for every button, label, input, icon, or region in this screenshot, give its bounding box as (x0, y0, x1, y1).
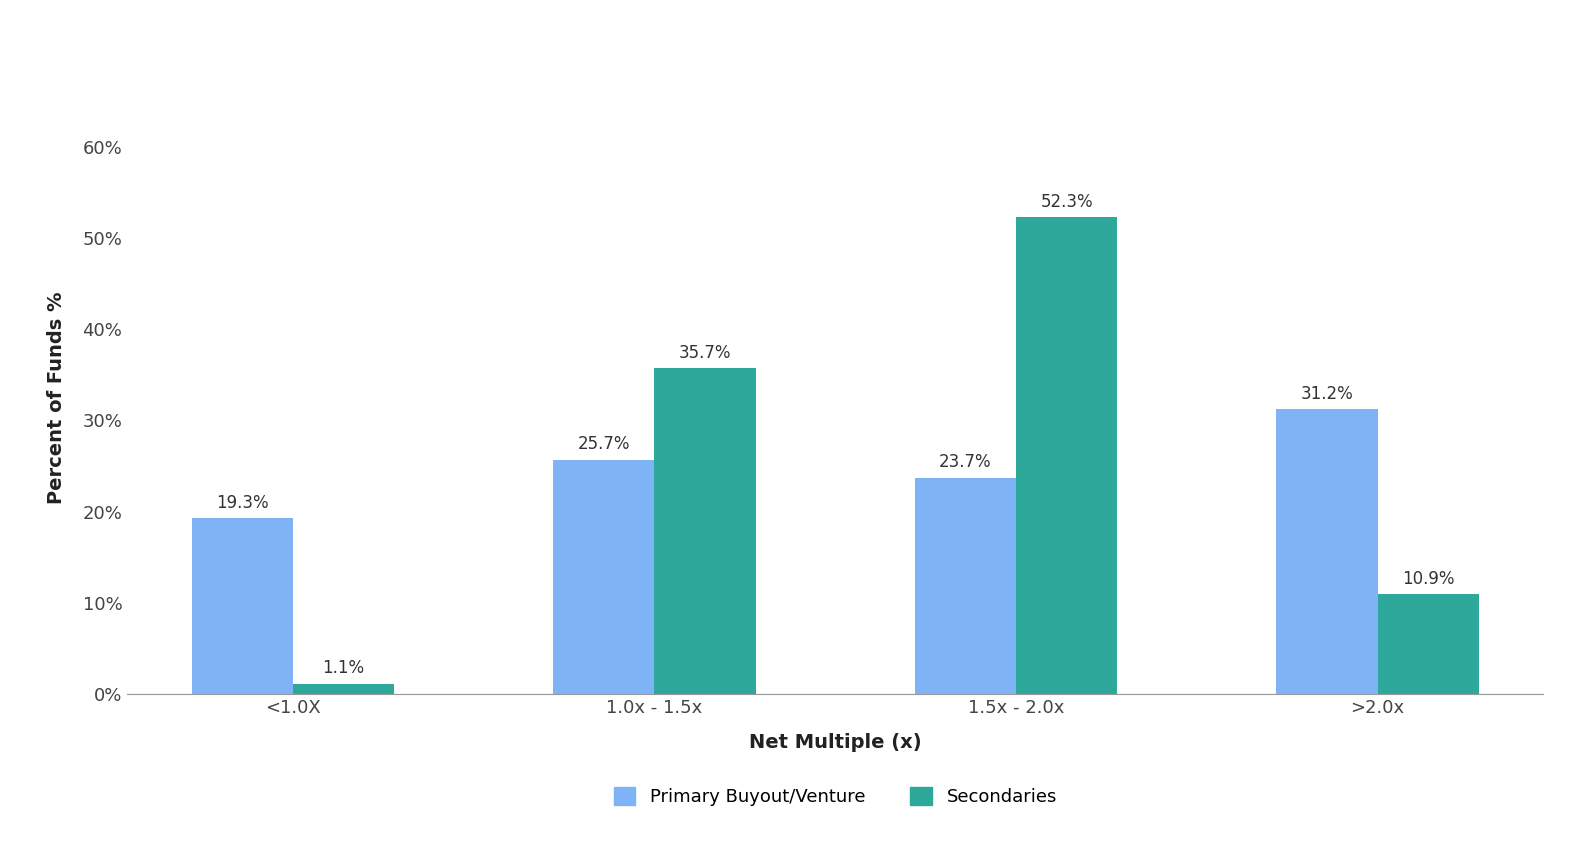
Text: 19.3%: 19.3% (216, 493, 269, 512)
Bar (1276, 409, 1378, 694)
Text: 31.2%: 31.2% (1301, 385, 1354, 403)
Legend: Primary Buyout/Venture, Secondaries: Primary Buyout/Venture, Secondaries (605, 777, 1066, 815)
Text: 1.1%: 1.1% (323, 659, 364, 678)
Bar (293, 684, 395, 694)
Text: 52.3%: 52.3% (1041, 193, 1093, 211)
Text: 35.7%: 35.7% (679, 344, 732, 362)
Bar (191, 518, 293, 694)
Text: 10.9%: 10.9% (1402, 570, 1454, 588)
Bar (654, 369, 756, 694)
Bar (1017, 217, 1117, 694)
X-axis label: Net Multiple (x): Net Multiple (x) (749, 733, 921, 752)
Text: 25.7%: 25.7% (578, 435, 630, 453)
Y-axis label: Percent of Funds %: Percent of Funds % (46, 291, 65, 504)
Bar (1378, 595, 1480, 694)
Bar (554, 459, 654, 694)
Text: 23.7%: 23.7% (939, 453, 991, 471)
Bar (915, 478, 1017, 694)
